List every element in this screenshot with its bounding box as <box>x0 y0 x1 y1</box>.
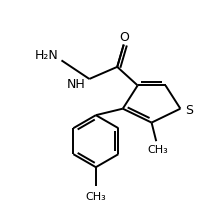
Text: S: S <box>185 104 193 117</box>
Text: H₂N: H₂N <box>35 49 58 62</box>
Text: O: O <box>120 31 130 44</box>
Text: CH₃: CH₃ <box>148 145 168 155</box>
Text: NH: NH <box>67 78 86 91</box>
Text: CH₃: CH₃ <box>85 192 106 200</box>
